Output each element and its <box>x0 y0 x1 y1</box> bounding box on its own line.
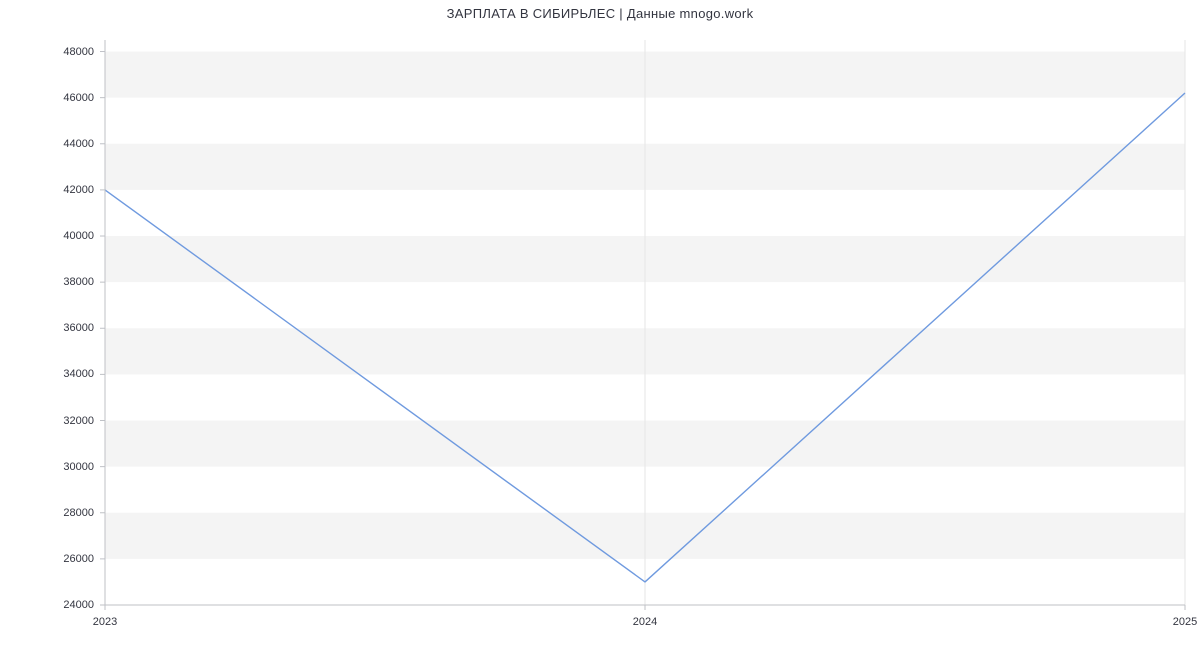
y-tick-label: 24000 <box>44 599 94 611</box>
y-tick-label: 40000 <box>44 230 94 242</box>
y-tick-label: 32000 <box>44 415 94 427</box>
y-tick-label: 28000 <box>44 507 94 519</box>
x-tick-label: 2024 <box>633 616 657 628</box>
y-tick-label: 42000 <box>44 184 94 196</box>
y-tick-label: 44000 <box>44 138 94 150</box>
y-tick-label: 30000 <box>44 461 94 473</box>
chart-container: ЗАРПЛАТА В СИБИРЬЛЕС | Данные mnogo.work… <box>0 0 1200 650</box>
y-tick-label: 48000 <box>44 46 94 58</box>
y-tick-label: 38000 <box>44 276 94 288</box>
x-tick-label: 2023 <box>93 616 117 628</box>
y-tick-label: 46000 <box>44 92 94 104</box>
y-tick-label: 36000 <box>44 322 94 334</box>
y-axis-labels: 24000 26000 28000 30000 32000 34000 36000 38000… <box>0 0 98 650</box>
y-tick-label: 26000 <box>44 553 94 565</box>
y-tick-label: 34000 <box>44 368 94 380</box>
line-chart <box>0 0 1200 650</box>
x-tick-label: 2025 <box>1173 616 1197 628</box>
